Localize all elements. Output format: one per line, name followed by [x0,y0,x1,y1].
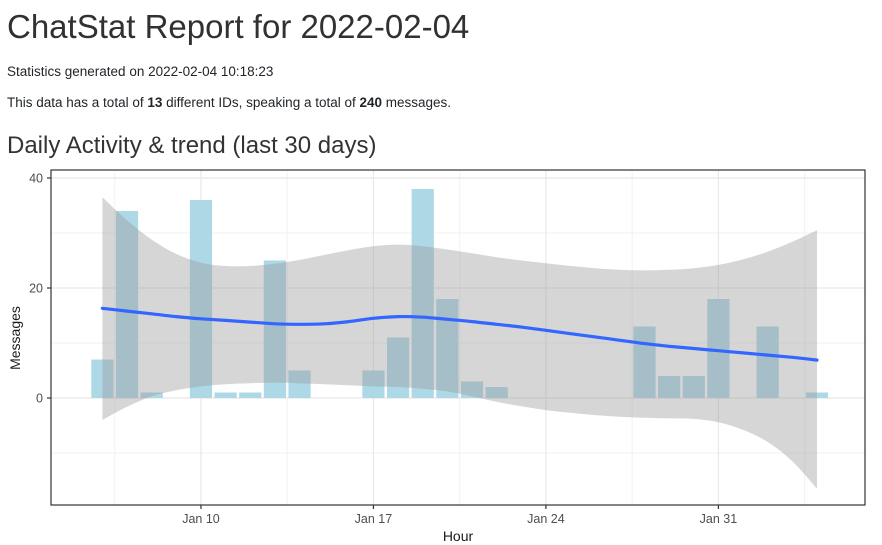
y-axis-title: Messages [7,306,23,370]
bar [288,370,311,398]
axes: 0 20 40 Jan 10 Jan 17 Jan 24 Jan 31 Hour Message… [7,172,737,545]
summary-prefix: This data has a total of [7,95,148,110]
bar [115,211,139,398]
bar [436,299,459,398]
bar [386,337,410,398]
bar [214,392,237,398]
bar [485,387,508,398]
bar [362,370,385,398]
bar [411,189,434,398]
bar [805,392,829,398]
bar [263,260,286,398]
bar [682,376,705,398]
y-tick-label: 20 [29,282,43,296]
message-count: 240 [359,95,383,110]
confidence-band [102,197,817,489]
bar [658,376,681,398]
x-tick-label: Jan 17 [355,512,393,526]
x-tick-label: Jan 24 [527,512,565,526]
x-tick-label: Jan 10 [182,512,220,526]
generated-timestamp: Statistics generated on 2022-02-04 10:18… [7,64,274,79]
bar [189,200,213,398]
chart-canvas: 0 20 40 Jan 10 Jan 17 Jan 24 Jan 31 Hour Message… [7,169,866,545]
bar [239,392,262,398]
panel-border [50,169,866,506]
daily-activity-chart: 0 20 40 Jan 10 Jan 17 Jan 24 Jan 31 Hour Message… [0,160,882,545]
x-axis-title: Hour [443,528,474,544]
bar [756,326,779,398]
page-title: ChatStat Report for 2022-02-04 [7,8,470,45]
bar [140,392,163,398]
summary-line: This data has a total of 13 different ID… [0,79,882,110]
summary-middle: different IDs, speaking a total of [162,95,360,110]
id-count: 13 [147,95,163,110]
bar [91,359,114,398]
bar [707,299,730,398]
y-tick-label: 0 [36,392,43,406]
y-tick-label: 40 [29,172,43,186]
summary-suffix: messages. [382,95,452,110]
bar [460,381,484,398]
section-heading: Daily Activity & trend (last 30 days) [7,132,377,159]
bar-series [91,189,829,398]
trend-line [100,306,819,362]
x-tick-label: Jan 31 [700,512,738,526]
